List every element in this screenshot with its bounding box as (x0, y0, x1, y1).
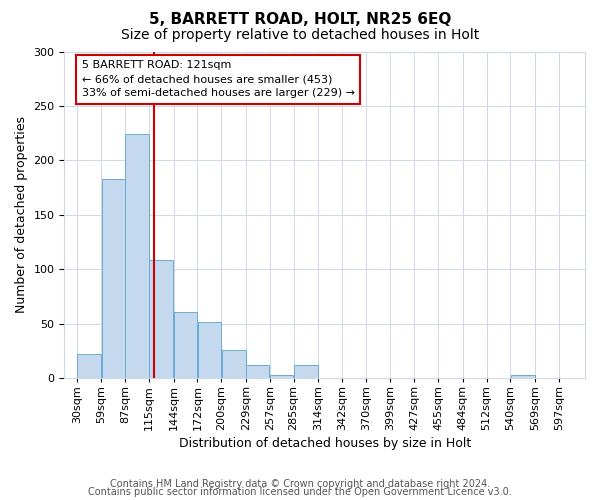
Bar (77, 354, 101, 378)
X-axis label: Distribution of detached houses by size in Holt: Distribution of detached houses by size … (179, 437, 471, 450)
Bar (174, 312, 197, 378)
Bar (198, 322, 221, 378)
Bar (270, 374, 293, 378)
Text: 5, BARRETT ROAD, HOLT, NR25 6EQ: 5, BARRETT ROAD, HOLT, NR25 6EQ (149, 12, 451, 28)
Text: Contains HM Land Registry data © Crown copyright and database right 2024.: Contains HM Land Registry data © Crown c… (110, 479, 490, 489)
Bar (149, 260, 173, 378)
Bar (101, 179, 125, 378)
Bar (246, 365, 269, 378)
Y-axis label: Number of detached properties: Number of detached properties (15, 116, 28, 313)
Text: Size of property relative to detached houses in Holt: Size of property relative to detached ho… (121, 28, 479, 42)
Bar (125, 134, 149, 378)
Text: Contains public sector information licensed under the Open Government Licence v3: Contains public sector information licen… (88, 487, 512, 497)
Text: 5 BARRETT ROAD: 121sqm
← 66% of detached houses are smaller (453)
33% of semi-de: 5 BARRETT ROAD: 121sqm ← 66% of detached… (82, 60, 355, 98)
Bar (294, 365, 318, 378)
Bar (511, 374, 535, 378)
Bar (221, 350, 245, 378)
